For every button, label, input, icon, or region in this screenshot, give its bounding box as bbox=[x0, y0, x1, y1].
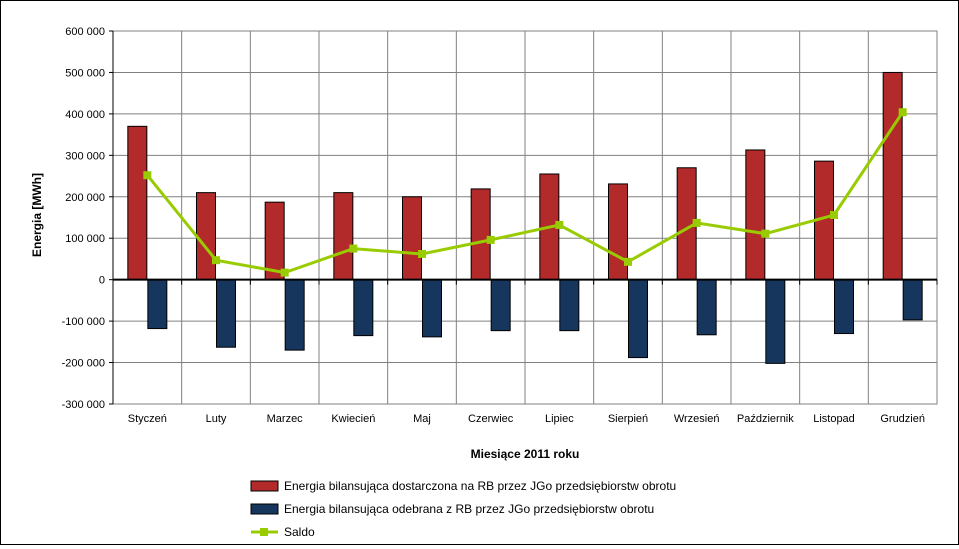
zero-line bbox=[112, 278, 938, 285]
legend-label: Energia bilansująca odebrana z RB przez … bbox=[284, 502, 654, 516]
y-tick-label: -300 000 bbox=[62, 399, 105, 411]
x-tick-label: Październik bbox=[737, 413, 794, 425]
x-tick-labels: Styczeń Luty Marzec Kwiecień Maj Czerwiec Lipi… bbox=[128, 413, 925, 425]
bar-delivered bbox=[470, 188, 491, 281]
y-tick-labels: 600 000 500 000 400 000 300 000 200 000 100 0… bbox=[62, 26, 105, 411]
saldo-marker bbox=[692, 218, 701, 227]
saldo-polyline bbox=[146, 111, 904, 275]
saldo-marker bbox=[212, 256, 220, 265]
legend: Energia bilansująca dostarczona na RB pr… bbox=[250, 479, 676, 539]
bar-delivered bbox=[745, 149, 766, 281]
bar-received bbox=[834, 279, 854, 335]
y-tick-label: -200 000 bbox=[62, 358, 105, 370]
bar-received bbox=[216, 279, 236, 348]
bar-received bbox=[765, 279, 786, 364]
x-tick-label: Listopad bbox=[813, 413, 855, 425]
y-tick-label: 600 000 bbox=[65, 26, 105, 38]
y-tick-label: 200 000 bbox=[65, 192, 105, 204]
bar-received bbox=[284, 279, 305, 351]
y-tick-label: 0 bbox=[99, 275, 105, 287]
y-tick-label: -100 000 bbox=[62, 316, 105, 328]
x-tick-label: Marzec bbox=[267, 413, 304, 425]
saldo-marker bbox=[280, 268, 289, 277]
saldo-marker bbox=[898, 108, 907, 117]
bar-received bbox=[902, 279, 923, 321]
x-tick-label: Luty bbox=[206, 413, 227, 425]
y-tick-label: 400 000 bbox=[65, 109, 105, 121]
bar-delivered bbox=[402, 196, 422, 281]
x-tick-label: Sierpień bbox=[608, 413, 648, 425]
legend-label: Saldo bbox=[284, 525, 315, 539]
y-tick-label: 300 000 bbox=[65, 150, 105, 162]
bar-delivered bbox=[333, 192, 354, 281]
x-tick-label: Kwiecień bbox=[331, 413, 375, 425]
bar-delivered bbox=[882, 71, 903, 281]
bar-delivered bbox=[196, 192, 216, 281]
x-axis-label: Miesiące 2011 roku bbox=[471, 447, 580, 461]
legend-swatch-marker bbox=[260, 528, 268, 536]
legend-swatch bbox=[250, 480, 279, 492]
bar-delivered bbox=[127, 125, 148, 281]
bar-received bbox=[147, 279, 168, 330]
bar-delivered bbox=[264, 201, 285, 281]
saldo-marker bbox=[624, 257, 632, 266]
x-tick-label: Wrzesień bbox=[674, 413, 720, 425]
saldo-marker bbox=[143, 171, 152, 180]
legend-label: Energia bilansująca dostarczona na RB pr… bbox=[284, 479, 676, 493]
bars bbox=[127, 71, 923, 364]
saldo-line bbox=[143, 108, 907, 277]
saldo-marker bbox=[555, 220, 564, 229]
bar-received bbox=[628, 279, 648, 359]
saldo-marker bbox=[830, 211, 838, 220]
saldo-marker bbox=[349, 244, 358, 253]
bar-received bbox=[353, 279, 374, 337]
bar-received bbox=[422, 279, 442, 338]
y-axis-label: Energia [MWh] bbox=[30, 173, 44, 257]
x-tick-label: Styczeń bbox=[128, 413, 167, 425]
bar-received bbox=[559, 279, 580, 332]
saldo-marker bbox=[418, 249, 426, 258]
bar-received bbox=[490, 279, 511, 332]
y-tick-label: 500 000 bbox=[65, 67, 105, 79]
saldo-marker bbox=[761, 229, 770, 238]
x-tick-label: Maj bbox=[413, 413, 431, 425]
x-tick-label: Czerwiec bbox=[468, 413, 514, 425]
y-tick-label: 100 000 bbox=[65, 233, 105, 245]
bar-received bbox=[696, 279, 717, 336]
x-tick-label: Grudzień bbox=[880, 413, 925, 425]
legend-swatch bbox=[250, 503, 279, 515]
x-tick-label: Lipiec bbox=[545, 413, 574, 425]
saldo-marker bbox=[486, 235, 495, 244]
